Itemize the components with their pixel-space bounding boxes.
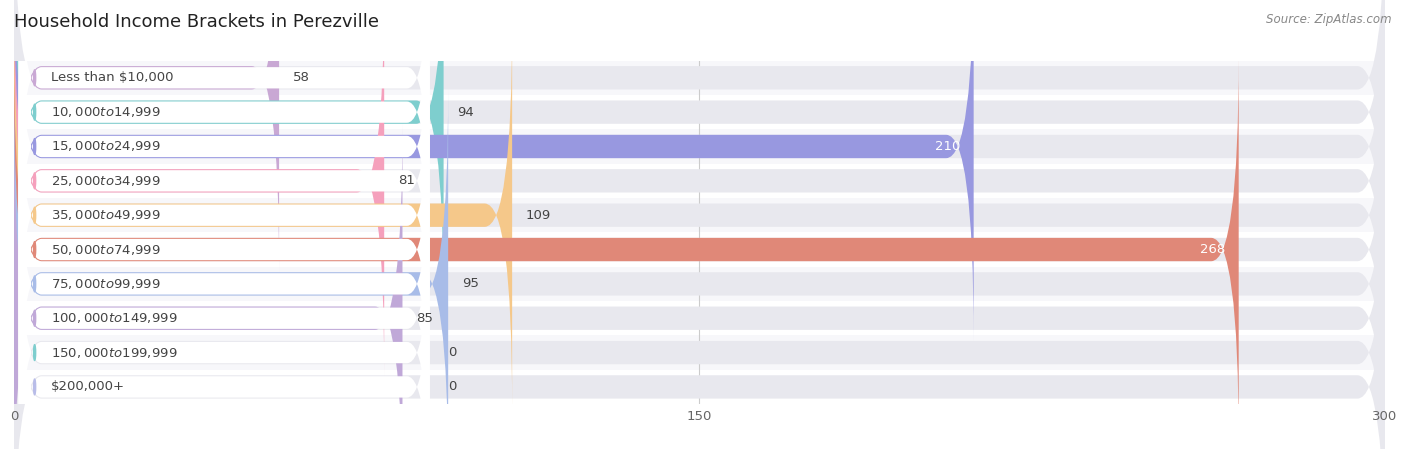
FancyBboxPatch shape <box>18 123 430 445</box>
Text: Household Income Brackets in Perezville: Household Income Brackets in Perezville <box>14 13 380 31</box>
Bar <box>14 164 1385 198</box>
FancyBboxPatch shape <box>14 89 449 449</box>
FancyBboxPatch shape <box>14 193 1385 449</box>
FancyBboxPatch shape <box>14 55 1385 444</box>
Text: 0: 0 <box>449 380 457 393</box>
FancyBboxPatch shape <box>14 0 384 375</box>
FancyBboxPatch shape <box>18 0 430 308</box>
Text: $10,000 to $14,999: $10,000 to $14,999 <box>51 105 160 119</box>
Text: 210: 210 <box>935 140 960 153</box>
Bar <box>14 61 1385 95</box>
Text: $50,000 to $74,999: $50,000 to $74,999 <box>51 242 160 256</box>
Text: 109: 109 <box>526 209 551 222</box>
Circle shape <box>34 345 35 361</box>
FancyBboxPatch shape <box>14 0 1385 375</box>
Bar <box>14 335 1385 370</box>
Text: 85: 85 <box>416 312 433 325</box>
Circle shape <box>34 70 35 86</box>
Text: 95: 95 <box>463 277 479 291</box>
FancyBboxPatch shape <box>14 0 1385 307</box>
FancyBboxPatch shape <box>14 0 1385 341</box>
FancyBboxPatch shape <box>14 124 1385 449</box>
Text: $75,000 to $99,999: $75,000 to $99,999 <box>51 277 160 291</box>
Text: 268: 268 <box>1199 243 1225 256</box>
Text: $100,000 to $149,999: $100,000 to $149,999 <box>51 311 177 325</box>
FancyBboxPatch shape <box>18 0 430 273</box>
FancyBboxPatch shape <box>18 88 430 411</box>
Text: $200,000+: $200,000+ <box>51 380 125 393</box>
Text: 0: 0 <box>449 346 457 359</box>
Bar <box>14 95 1385 129</box>
Text: 81: 81 <box>398 174 415 187</box>
Text: $35,000 to $49,999: $35,000 to $49,999 <box>51 208 160 222</box>
Text: 58: 58 <box>292 71 309 84</box>
FancyBboxPatch shape <box>14 21 512 409</box>
Bar <box>14 370 1385 404</box>
FancyBboxPatch shape <box>14 21 1385 409</box>
FancyBboxPatch shape <box>14 0 1385 272</box>
Circle shape <box>34 207 35 223</box>
Circle shape <box>34 379 35 395</box>
FancyBboxPatch shape <box>18 54 430 376</box>
Circle shape <box>34 139 35 154</box>
FancyBboxPatch shape <box>14 0 444 307</box>
Text: $150,000 to $199,999: $150,000 to $199,999 <box>51 346 177 360</box>
Circle shape <box>34 310 35 326</box>
Bar <box>14 301 1385 335</box>
FancyBboxPatch shape <box>18 191 430 449</box>
FancyBboxPatch shape <box>14 0 974 341</box>
Bar <box>14 129 1385 164</box>
FancyBboxPatch shape <box>18 226 430 449</box>
Bar <box>14 267 1385 301</box>
Circle shape <box>34 242 35 257</box>
FancyBboxPatch shape <box>14 158 1385 449</box>
Circle shape <box>34 276 35 292</box>
Circle shape <box>34 173 35 189</box>
FancyBboxPatch shape <box>14 55 1239 444</box>
FancyBboxPatch shape <box>14 124 402 449</box>
Text: Source: ZipAtlas.com: Source: ZipAtlas.com <box>1267 13 1392 26</box>
Bar <box>14 233 1385 267</box>
FancyBboxPatch shape <box>18 0 430 239</box>
FancyBboxPatch shape <box>14 89 1385 449</box>
Circle shape <box>34 104 35 120</box>
Text: $25,000 to $34,999: $25,000 to $34,999 <box>51 174 160 188</box>
Text: Less than $10,000: Less than $10,000 <box>51 71 173 84</box>
Text: $15,000 to $24,999: $15,000 to $24,999 <box>51 140 160 154</box>
FancyBboxPatch shape <box>18 20 430 342</box>
FancyBboxPatch shape <box>14 0 278 272</box>
Text: 94: 94 <box>457 106 474 119</box>
FancyBboxPatch shape <box>18 157 430 449</box>
Bar <box>14 198 1385 233</box>
